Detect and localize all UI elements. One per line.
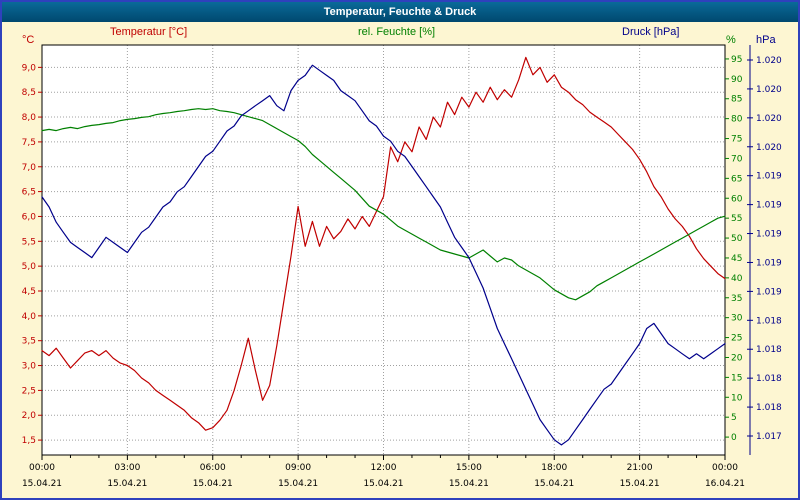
temp-tick-label: 1,5 (22, 436, 36, 446)
humidity-tick-label: 45 (731, 254, 742, 264)
time-tick-label: 00:00 (712, 463, 738, 473)
humidity-tick-label: 30 (731, 314, 743, 324)
humidity-tick-label: 70 (731, 154, 743, 164)
window-titlebar: Temperatur, Feuchte & Druck (2, 2, 798, 22)
humidity-tick-label: 5 (731, 413, 737, 423)
pressure-tick-label: 1.019 (756, 230, 782, 240)
humidity-tick-label: 80 (731, 115, 743, 125)
humidity-tick-label: 75 (731, 135, 742, 145)
humidity-tick-label: 55 (731, 214, 742, 224)
pressure-tick-label: 1.017 (756, 432, 782, 442)
temp-tick-label: 8,0 (22, 113, 37, 123)
humidity-tick-label: 40 (731, 274, 743, 284)
pressure-tick-label: 1.019 (756, 201, 782, 211)
time-tick-label: 15:00 (456, 463, 482, 473)
date-tick-label: 15.04.21 (193, 479, 233, 489)
temp-tick-label: 5,0 (22, 262, 37, 272)
temp-tick-label: 6,0 (22, 212, 37, 222)
humidity-tick-label: 25 (731, 334, 742, 344)
humidity-tick-label: 95 (731, 55, 742, 65)
time-tick-label: 12:00 (371, 463, 397, 473)
temp-tick-label: 7,5 (22, 138, 36, 148)
temp-tick-label: 3,5 (22, 337, 36, 347)
pressure-tick-label: 1.020 (756, 143, 782, 153)
temp-tick-label: 2,0 (22, 411, 37, 421)
humidity-tick-label: 50 (731, 234, 743, 244)
pressure-tick-label: 1.020 (756, 114, 782, 124)
pressure-tick-label: 1.019 (756, 287, 782, 297)
pressure-tick-label: 1.018 (756, 374, 782, 384)
date-tick-label: 15.04.21 (363, 479, 403, 489)
temp-tick-label: 2,5 (22, 386, 36, 396)
time-tick-label: 18:00 (541, 463, 567, 473)
temp-tick-label: 3,0 (22, 362, 37, 372)
temp-tick-label: 5,5 (22, 237, 36, 247)
window-title: Temperatur, Feuchte & Druck (323, 6, 477, 18)
temp-tick-label: 8,5 (22, 88, 36, 98)
pressure-tick-label: 1.018 (756, 316, 782, 326)
date-tick-label: 15.04.21 (620, 479, 660, 489)
humidity-tick-label: 0 (731, 433, 737, 443)
humidity-tick-label: 90 (731, 75, 743, 85)
legend-pressure: Druck [hPa] (622, 26, 680, 38)
time-tick-label: 00:00 (29, 463, 55, 473)
time-tick-label: 09:00 (285, 463, 311, 473)
date-tick-label: 15.04.21 (449, 479, 489, 489)
temp-tick-label: 9,0 (22, 63, 37, 73)
date-tick-label: 15.04.21 (107, 479, 147, 489)
left-axis-unit: °C (22, 34, 35, 46)
humidity-tick-label: 65 (731, 174, 742, 184)
humidity-tick-label: 20 (731, 353, 743, 363)
legend-humidity: rel. Feuchte [%] (358, 26, 436, 38)
humidity-tick-label: 85 (731, 95, 742, 105)
humidity-tick-label: 15 (731, 373, 742, 383)
series-line-pressure (41, 64, 726, 446)
pressure-tick-label: 1.018 (756, 403, 782, 413)
pressure-tick-label: 1.020 (756, 56, 782, 66)
temp-tick-label: 4,0 (22, 312, 37, 322)
humidity-axis-unit: % (726, 34, 736, 46)
series-line-temp (41, 56, 726, 431)
date-tick-label: 15.04.21 (278, 479, 318, 489)
humidity-tick-label: 10 (731, 393, 743, 403)
temp-tick-label: 6,5 (22, 188, 36, 198)
series-line-humidity (41, 108, 726, 301)
pressure-tick-label: 1.019 (756, 172, 782, 182)
temp-tick-label: 4,5 (22, 287, 36, 297)
date-tick-label: 15.04.21 (534, 479, 574, 489)
time-tick-label: 21:00 (627, 463, 653, 473)
pressure-tick-label: 1.020 (756, 85, 782, 95)
pressure-tick-label: 1.019 (756, 258, 782, 268)
temp-tick-label: 7,0 (22, 163, 37, 173)
date-tick-label: 16.04.21 (705, 479, 745, 489)
date-tick-label: 15.04.21 (22, 479, 62, 489)
pressure-axis-unit: hPa (756, 34, 776, 46)
legend-temperature: Temperatur [°C] (110, 26, 188, 38)
pressure-tick-label: 1.018 (756, 345, 782, 355)
time-tick-label: 03:00 (114, 463, 140, 473)
humidity-tick-label: 60 (731, 194, 743, 204)
humidity-tick-label: 35 (731, 294, 742, 304)
time-tick-label: 06:00 (200, 463, 226, 473)
